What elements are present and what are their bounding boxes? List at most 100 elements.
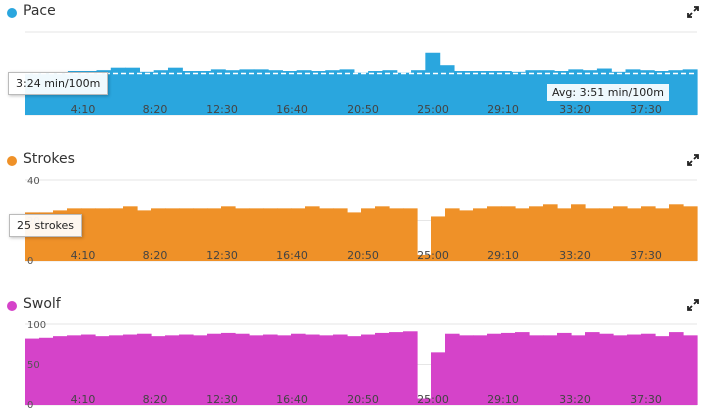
data-bar: [123, 334, 138, 405]
data-bar: [207, 208, 222, 261]
y-tick-label: 50: [27, 360, 40, 371]
x-tick-label: 20:50: [347, 393, 379, 406]
data-bar: [253, 69, 269, 115]
data-bar: [353, 72, 369, 115]
swolf-header: Swolf: [0, 293, 707, 313]
data-bar: [179, 334, 194, 405]
swolf-color-dot: [7, 301, 17, 311]
data-bar: [417, 254, 432, 261]
data-bar: [67, 335, 82, 405]
data-bar: [389, 332, 404, 405]
pace-color-dot: [7, 8, 17, 18]
data-bar: [282, 71, 298, 115]
data-bar: [585, 332, 600, 405]
strokes-panel: Strokes 402004:108:2012:3016:4020:5025:0…: [0, 148, 707, 273]
data-bar: [179, 208, 194, 261]
data-bar: [501, 332, 516, 405]
data-bar: [669, 204, 684, 261]
swolf-chart: 100 50 0 4:10 8:20 12:30 16:40 20:50 25:00 29:10 3…: [25, 320, 698, 411]
data-bar: [627, 334, 642, 405]
data-bar: [655, 336, 670, 405]
x-tick-label: 8:20: [143, 103, 168, 116]
data-bar: [151, 336, 166, 405]
strokes-header: Strokes: [0, 148, 707, 168]
x-tick-label: 25:00: [417, 393, 449, 406]
x-tick-label: 20:50: [347, 249, 379, 262]
data-bar: [123, 206, 138, 261]
data-bar: [468, 71, 484, 115]
data-bar: [153, 70, 169, 115]
data-bar: [459, 210, 474, 262]
data-bar: [165, 335, 180, 405]
data-bar: [382, 70, 398, 115]
x-tick-label: 37:30: [630, 393, 662, 406]
data-bar: [221, 206, 236, 261]
data-bar: [151, 208, 166, 261]
strokes-expand-icon[interactable]: [687, 154, 699, 166]
swolf-title: Swolf: [23, 296, 61, 312]
data-bar: [39, 337, 54, 405]
data-bar: [207, 333, 222, 405]
x-tick-label: 33:20: [559, 393, 591, 406]
data-bar: [196, 71, 212, 115]
x-tick-label: 16:40: [276, 103, 308, 116]
data-bar: [557, 208, 572, 261]
data-bar: [109, 208, 124, 261]
y-tick-label: 40: [27, 176, 40, 187]
data-bar: [319, 208, 334, 261]
data-bar: [125, 67, 140, 115]
data-bar: [453, 71, 469, 115]
data-bar: [613, 335, 628, 405]
data-bar: [95, 336, 110, 405]
data-bar: [361, 208, 376, 261]
data-bar: [668, 70, 684, 115]
data-bar: [599, 208, 614, 261]
data-bar: [627, 208, 642, 261]
data-bar: [333, 208, 348, 261]
data-bar: [110, 67, 126, 115]
data-bar: [655, 208, 670, 261]
data-bar: [431, 352, 446, 405]
data-bar: [445, 333, 460, 405]
data-bar: [411, 70, 426, 115]
data-bar: [375, 206, 390, 261]
data-bar: [571, 335, 586, 405]
data-bar: [487, 206, 502, 261]
y-tick-label: 100: [27, 320, 46, 331]
data-bar: [268, 70, 283, 115]
data-bar: [81, 334, 96, 405]
data-bar: [53, 336, 68, 405]
swolf-expand-icon[interactable]: [687, 299, 699, 311]
data-bar: [613, 206, 628, 261]
data-bar: [235, 208, 250, 261]
strokes-title: Strokes: [23, 151, 75, 167]
data-bar: [417, 398, 432, 405]
x-tick-label: 33:20: [559, 249, 591, 262]
data-bar: [641, 333, 656, 405]
data-bar: [459, 335, 474, 405]
data-bar: [487, 333, 502, 405]
data-bar: [291, 208, 306, 261]
data-bar: [193, 335, 208, 405]
x-tick-label: 20:50: [347, 103, 379, 116]
data-bar: [296, 70, 312, 115]
data-bar: [95, 208, 110, 261]
data-bar: [571, 204, 586, 261]
y-tick-label: 0: [27, 400, 33, 411]
data-bar: [347, 336, 362, 405]
x-tick-label: 12:30: [206, 249, 238, 262]
pace-title: Pace: [23, 3, 56, 19]
data-bar: [221, 332, 236, 405]
data-bar: [25, 338, 40, 405]
data-bar: [325, 70, 341, 115]
x-tick-label: 29:10: [487, 249, 519, 262]
pace-expand-icon[interactable]: [687, 6, 699, 18]
y-tick-label: 0: [27, 256, 33, 267]
x-tick-label: 8:20: [143, 393, 168, 406]
data-bar: [669, 332, 684, 405]
data-bar: [425, 52, 441, 115]
data-bar: [165, 208, 180, 261]
data-bar: [81, 208, 96, 261]
data-bar: [339, 69, 355, 115]
x-tick-label: 12:30: [206, 393, 238, 406]
